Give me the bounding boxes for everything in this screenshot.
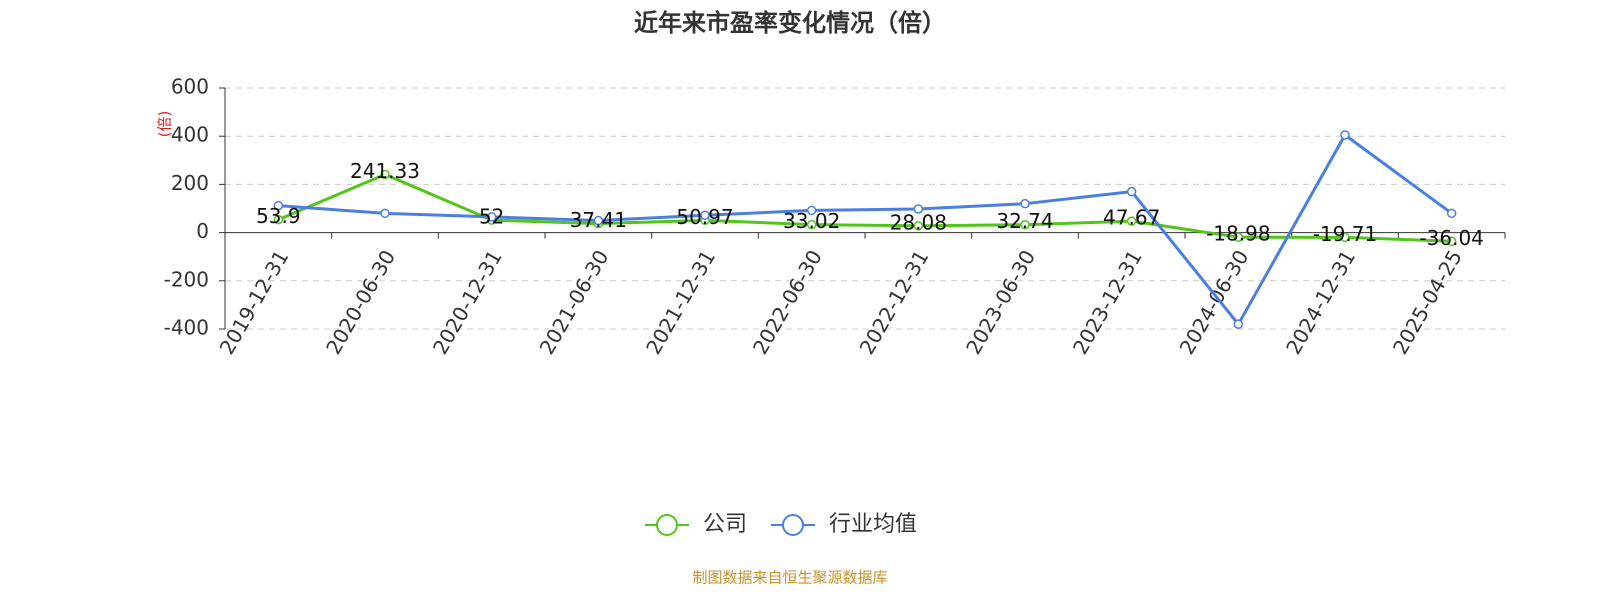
data-label: -36.04 <box>1419 226 1483 250</box>
data-label: 32.74 <box>996 209 1053 233</box>
x-tick-label: 2023-12-31 <box>1068 246 1147 359</box>
data-point <box>273 214 284 225</box>
y-tick-label: -200 <box>164 267 209 291</box>
data-point <box>1340 130 1350 140</box>
x-tick-label: 2024-12-31 <box>1281 246 1360 359</box>
source-note: 制图数据来自恒生聚源数据库 <box>692 569 887 587</box>
data-label: -19.71 <box>1313 222 1377 246</box>
x-tick-label: 2022-06-30 <box>748 246 827 359</box>
x-tick-label: 2020-06-30 <box>321 246 400 359</box>
y-axis-label: (倍) <box>156 111 174 138</box>
data-point <box>1446 208 1457 219</box>
series-line <box>278 132 1453 327</box>
data-point <box>806 205 817 216</box>
data-point <box>913 204 924 214</box>
data-point <box>1020 219 1030 230</box>
x-tick-label: 2020-12-31 <box>428 246 507 359</box>
data-point <box>1126 186 1137 197</box>
x-tick-label: 2023-06-30 <box>961 246 1040 359</box>
y-tick-label: 400 <box>171 123 209 147</box>
x-tick-label: 2025-04-25 <box>1388 246 1467 359</box>
data-point <box>1233 319 1244 329</box>
data-label: 52 <box>479 205 504 229</box>
data-label: 37.41 <box>570 208 627 232</box>
data-point <box>273 200 284 211</box>
data-point <box>1446 236 1457 247</box>
data-label: 241.33 <box>350 159 420 183</box>
data-point <box>380 208 390 219</box>
data-point <box>593 215 604 226</box>
legend-marker <box>782 514 805 536</box>
y-tick-label: -400 <box>164 316 209 340</box>
y-tick-label: 0 <box>196 219 209 243</box>
data-point <box>1020 198 1030 209</box>
data-point <box>1126 216 1137 226</box>
data-point <box>380 169 390 180</box>
data-label: 50.97 <box>676 205 733 229</box>
data-point <box>806 219 817 230</box>
data-point <box>1340 232 1350 243</box>
data-label: 53.9 <box>256 204 301 228</box>
data-label: 33.02 <box>783 209 840 233</box>
y-tick-label: 600 <box>171 75 209 99</box>
x-tick-label: 2021-12-31 <box>641 246 720 359</box>
data-point <box>913 221 924 231</box>
data-point <box>486 212 497 222</box>
data-point <box>1233 232 1244 242</box>
legend-label: 行业均值 <box>829 512 917 537</box>
chart-title: 近年来市盈率变化情况（倍） <box>634 9 946 37</box>
x-tick-label: 2024-06-30 <box>1175 246 1254 359</box>
y-tick-label: 200 <box>171 171 209 195</box>
data-point <box>700 210 710 220</box>
series-line <box>277 172 1452 243</box>
data-label: 47.67 <box>1103 206 1160 230</box>
legend-marker <box>656 514 678 536</box>
data-label: 28.08 <box>890 210 947 234</box>
data-label: -18.98 <box>1206 222 1270 246</box>
x-tick-label: 2021-06-30 <box>535 246 614 359</box>
x-tick-label: 2022-12-31 <box>855 246 934 359</box>
legend-label: 公司 <box>703 512 747 537</box>
x-tick-label: 2019-12-31 <box>215 246 294 359</box>
